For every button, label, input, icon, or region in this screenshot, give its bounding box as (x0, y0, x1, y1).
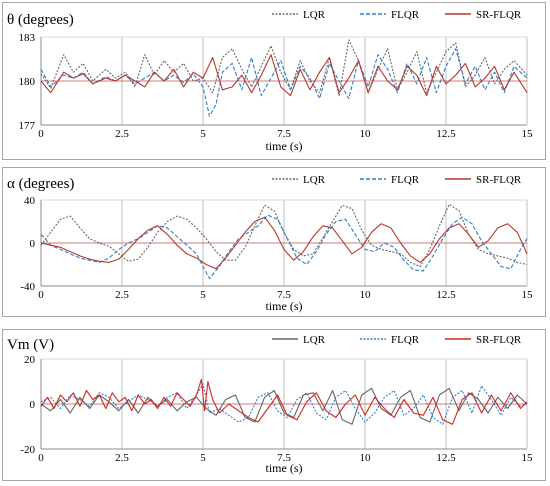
chart1-x-tick-label-0: 0 (38, 128, 44, 140)
chart-panel-alpha (2, 167, 546, 317)
chart3-x-tick-label-10: 10 (360, 452, 372, 464)
chart1-y-tick-label-177: 177 (19, 120, 36, 132)
chart3-x-tick-label-12-5: 12.5 (436, 452, 456, 464)
chart3-y-tick-label-20: -20 (20, 444, 35, 456)
chart2-series-flqr-line (40, 214, 528, 280)
chart3-x-tick-label-7-5: 7.5 (277, 452, 291, 464)
chart3-x-tick-label-5: 5 (200, 452, 206, 464)
chart2-y-tick-label-0: 0 (30, 238, 36, 250)
chart3-series-sr-flqr-line (40, 378, 528, 425)
chart3-x-tick-label-15: 15 (522, 452, 534, 464)
chart3-y-tick-label-0: 0 (30, 399, 36, 411)
chart2-x-tick-label-7-5: 7.5 (277, 289, 291, 301)
chart2-x-tick-label-0: 0 (38, 289, 44, 301)
chart1-x-tick-label-10: 10 (360, 128, 372, 140)
chart3-x-tick-label-0: 0 (38, 452, 44, 464)
chart3-legend-label-lqr: LQR (303, 334, 326, 346)
chart1-series-sr-flqr-line (40, 54, 528, 97)
chart2-legend-label-flqr: FLQR (391, 174, 420, 186)
chart1-x-tick-label-7-5: 7.5 (277, 128, 291, 140)
chart2-y-tick-label-40: -40 (20, 281, 35, 293)
chart1-title: θ (degrees) (7, 12, 74, 28)
chart1-legend-label-lqr: LQR (303, 9, 326, 21)
chart2-y-tick-label-40: 40 (24, 195, 36, 207)
chart1-series-flqr-line (40, 48, 528, 117)
chart2-x-tick-label-15: 15 (522, 289, 534, 301)
chart3-series-lqr-line (40, 387, 528, 425)
chart1-x-tick-label-15: 15 (522, 128, 534, 140)
chart3-x-axis-label: time (s) (266, 461, 303, 475)
chart2-title: α (degrees) (7, 176, 74, 192)
chart1-y-tick-label-183: 183 (19, 32, 36, 44)
chart1-legend-label-sr-flqr: SR-FLQR (476, 9, 522, 21)
chart3-series-flqr-line (40, 383, 528, 425)
chart2-x-tick-label-10: 10 (360, 289, 372, 301)
chart2-x-tick-label-12-5: 12.5 (436, 289, 456, 301)
chart3-x-tick-label-2-5: 2.5 (115, 452, 129, 464)
chart3-legend-label-sr-flqr: SR-FLQR (476, 334, 522, 346)
chart2-x-tick-label-2-5: 2.5 (115, 289, 129, 301)
chart1-series-lqr-line (40, 39, 528, 97)
chart2-legend-label-lqr: LQR (303, 174, 326, 186)
chart2-x-tick-label-5: 5 (200, 289, 206, 301)
chart1-x-axis-label: time (s) (266, 139, 303, 153)
chart2-x-axis-label: time (s) (266, 299, 303, 313)
chart2-legend-label-sr-flqr: SR-FLQR (476, 174, 522, 186)
chart1-x-tick-label-5: 5 (200, 128, 206, 140)
chart3-legend-label-flqr: FLQR (391, 334, 420, 346)
chart2-series-sr-flqr-line (40, 216, 528, 270)
chart3-title: Vm (V) (7, 337, 54, 353)
chart1-x-tick-label-12-5: 12.5 (436, 128, 456, 140)
chart1-x-tick-label-2-5: 2.5 (115, 128, 129, 140)
chart1-legend-label-flqr: FLQR (391, 9, 420, 21)
chart3-y-tick-label-20: 20 (24, 354, 36, 366)
chart1-y-tick-label-180: 180 (19, 76, 36, 88)
